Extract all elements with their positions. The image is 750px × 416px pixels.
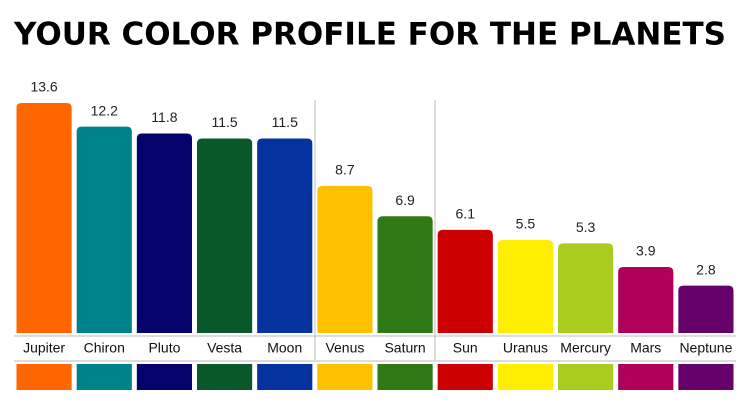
bar: [257, 138, 313, 333]
bar: [377, 216, 433, 333]
value-label: 13.6: [30, 79, 57, 95]
category-label: Venus: [325, 340, 364, 356]
category-label: Pluto: [148, 340, 180, 356]
category-label: Uranus: [503, 340, 548, 356]
category-label: Mercury: [560, 340, 611, 356]
color-swatch: [257, 364, 313, 390]
category-label: Vesta: [207, 340, 242, 356]
value-label: 11.5: [272, 114, 298, 130]
value-label: 2.8: [696, 261, 716, 277]
category-label: Sun: [453, 340, 478, 356]
color-swatch: [317, 364, 373, 390]
color-swatch: [16, 364, 72, 390]
bar: [197, 138, 253, 333]
color-swatch: [377, 364, 433, 390]
value-label: 11.8: [151, 109, 177, 125]
value-label: 3.9: [636, 243, 656, 259]
bar: [76, 126, 132, 333]
category-label: Neptune: [679, 340, 732, 356]
value-label: 5.5: [516, 216, 536, 232]
color-swatch: [437, 364, 493, 390]
color-swatch: [497, 364, 553, 390]
chart-title: YOUR COLOR PROFILE FOR THE PLANETS: [13, 17, 726, 53]
bar: [16, 103, 72, 333]
color-swatch: [136, 364, 192, 390]
color-swatch: [76, 364, 132, 390]
color-swatch: [618, 364, 674, 390]
category-label: Mars: [630, 340, 661, 356]
bar: [437, 229, 493, 333]
bar: [497, 239, 553, 333]
category-label: Jupiter: [23, 340, 65, 356]
category-label: Saturn: [384, 340, 425, 356]
color-swatch: [678, 364, 734, 390]
value-label: 5.3: [576, 219, 596, 235]
color-swatch: [558, 364, 614, 390]
value-label: 11.5: [211, 114, 237, 130]
bar: [678, 285, 734, 333]
category-label: Moon: [267, 340, 302, 356]
bar: [317, 185, 373, 333]
value-label: 6.1: [456, 206, 476, 222]
value-label: 8.7: [335, 162, 355, 178]
value-label: 6.9: [395, 192, 415, 208]
value-label: 12.2: [91, 102, 118, 118]
bar: [618, 267, 674, 333]
bar: [558, 243, 614, 333]
color-swatch: [197, 364, 253, 390]
category-label: Chiron: [84, 340, 125, 356]
bar: [136, 133, 192, 333]
